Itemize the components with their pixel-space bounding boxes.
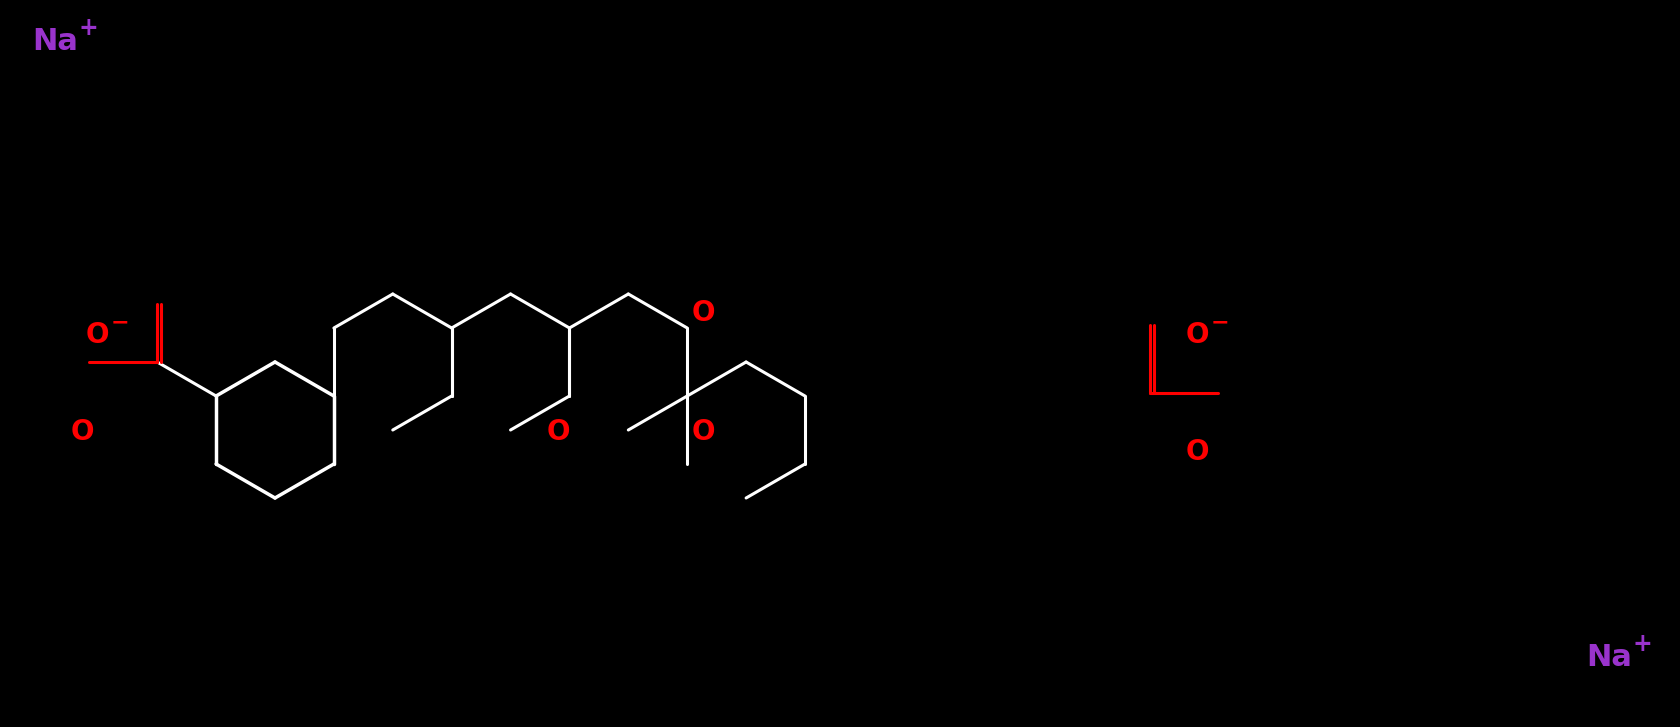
Text: +: +: [77, 16, 97, 40]
Text: O: O: [71, 418, 94, 446]
Text: O: O: [690, 299, 714, 327]
Text: −: −: [1210, 312, 1228, 332]
Text: O: O: [86, 321, 109, 349]
Text: Na: Na: [32, 28, 77, 57]
Text: O: O: [1184, 438, 1208, 466]
Text: −: −: [111, 312, 129, 332]
Text: O: O: [690, 418, 714, 446]
Text: O: O: [546, 418, 570, 446]
Text: O: O: [1184, 321, 1208, 349]
Text: Na: Na: [1586, 643, 1631, 672]
Text: +: +: [1631, 632, 1651, 656]
